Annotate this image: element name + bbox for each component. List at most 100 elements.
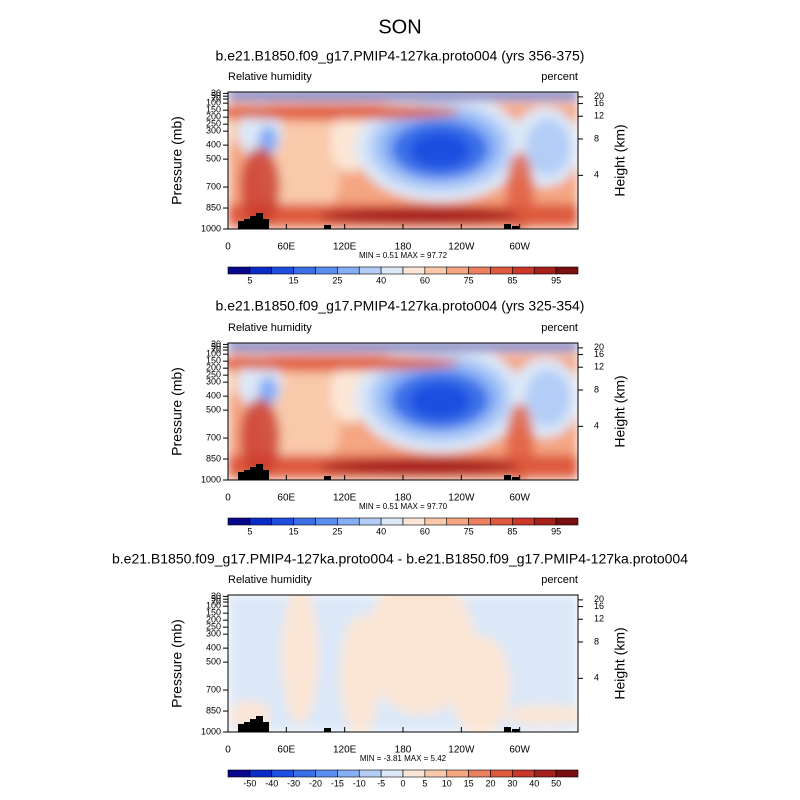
colorbar-box <box>271 517 294 526</box>
colorbar-box <box>490 266 513 275</box>
y-axis-label: Pressure (mb) <box>169 619 185 708</box>
colorbar-label: 15 <box>289 275 299 285</box>
variable-label: Relative humidity <box>228 574 312 586</box>
contour-fill <box>258 126 278 154</box>
y-tick-label: 30 <box>211 88 221 98</box>
x-tick-label: 0 <box>225 242 231 253</box>
topography <box>250 216 257 229</box>
figure-title: SON <box>378 16 421 38</box>
topography <box>238 472 245 480</box>
x-tick-label: 120E <box>333 493 357 504</box>
contour-field <box>228 595 578 732</box>
topography <box>504 224 511 229</box>
y2-tick-label: 16 <box>594 349 604 359</box>
colorbar-label: 30 <box>507 778 517 788</box>
y-tick-label: 200 <box>206 112 221 122</box>
colorbar-label: 25 <box>332 275 342 285</box>
y-tick-label: 250 <box>206 119 221 129</box>
topography <box>256 213 263 229</box>
units-label: percent <box>541 322 578 334</box>
colorbar-label: 20 <box>485 778 495 788</box>
x-tick-label: 180 <box>395 493 412 504</box>
y-tick-label: 1000 <box>201 474 221 484</box>
y-tick-label: 700 <box>206 684 221 694</box>
y-tick-label: 100 <box>206 601 221 611</box>
panel-title: b.e21.B1850.f09_g17.PMIP4-127ka.proto004… <box>112 551 688 567</box>
topography <box>512 226 519 229</box>
colorbar-box <box>380 769 404 778</box>
colorbar-label: 95 <box>551 275 561 285</box>
y-tick-label: 150 <box>206 608 221 618</box>
x-tick-label: 120W <box>448 242 475 253</box>
y-tick-label: 400 <box>206 642 221 652</box>
colorbar-label: 60 <box>420 526 430 536</box>
contour-fill <box>228 92 578 97</box>
colorbar-box <box>490 517 513 526</box>
colorbar-label: 85 <box>507 275 517 285</box>
colorbar-label: 85 <box>507 526 517 536</box>
colorbar-label: -20 <box>309 778 322 788</box>
contour-fill <box>320 208 520 224</box>
colorbar-box <box>402 266 426 275</box>
colorbar-box <box>446 266 469 275</box>
y-tick-label: 300 <box>206 126 221 136</box>
contour-fill <box>526 370 570 426</box>
variable-label: Relative humidity <box>228 71 312 83</box>
colorbar-label: 0 <box>400 778 405 788</box>
topography <box>244 470 251 480</box>
units-label: percent <box>541 71 578 83</box>
y2-tick-label: 4 <box>594 673 599 683</box>
colorbar-box <box>315 517 338 526</box>
colorbar-label: -30 <box>287 778 300 788</box>
y2-tick-label: 4 <box>594 421 599 431</box>
contour-fill <box>228 348 578 351</box>
topography <box>238 724 245 732</box>
contour-fill <box>240 147 280 227</box>
topography <box>256 464 263 480</box>
topography <box>244 219 251 229</box>
topography <box>262 722 269 732</box>
topography <box>512 477 519 480</box>
y2-tick-label: 12 <box>594 362 604 372</box>
contour-fill <box>526 119 570 175</box>
colorbar-box <box>468 769 491 778</box>
x-tick-label: 120E <box>333 745 357 756</box>
colorbar-box <box>315 266 338 275</box>
colorbar-box <box>555 266 579 275</box>
colorbar-label: 5 <box>247 275 252 285</box>
x-tick-label: 120W <box>448 493 475 504</box>
contour-fill <box>228 343 578 348</box>
contour-blur <box>228 92 578 229</box>
y-tick-label: 150 <box>206 356 221 366</box>
colorbar-box <box>468 517 491 526</box>
colorbar-box <box>337 769 360 778</box>
y2-axis-label: Height (km) <box>612 375 628 447</box>
y-tick-label: 700 <box>206 432 221 442</box>
contour-fill <box>258 377 278 405</box>
y-tick-label: 250 <box>206 370 221 380</box>
y2-tick-label: 20 <box>594 594 604 604</box>
contour-fill <box>282 595 318 725</box>
y-tick-label: 200 <box>206 363 221 373</box>
colorbar-label: -5 <box>377 778 385 788</box>
colorbar-box <box>227 517 251 526</box>
x-tick-label: 120E <box>333 242 357 253</box>
y2-tick-label: 16 <box>594 98 604 108</box>
contour-fill <box>240 398 280 478</box>
colorbar-box <box>512 517 535 526</box>
contour-fill <box>320 459 520 475</box>
topography <box>244 722 251 732</box>
y2-tick-label: 12 <box>594 614 604 624</box>
topography <box>250 467 257 480</box>
colorbar-label: 75 <box>464 526 474 536</box>
colorbar-box <box>424 266 448 275</box>
y2-tick-label: 8 <box>594 636 599 646</box>
colorbar-box <box>468 266 491 275</box>
topography <box>324 728 331 732</box>
colorbar-label: 50 <box>551 778 561 788</box>
y-tick-label: 30 <box>211 591 221 601</box>
contour-fill <box>228 104 460 120</box>
y-tick-label: 400 <box>206 139 221 149</box>
x-tick-label: 60E <box>277 493 295 504</box>
